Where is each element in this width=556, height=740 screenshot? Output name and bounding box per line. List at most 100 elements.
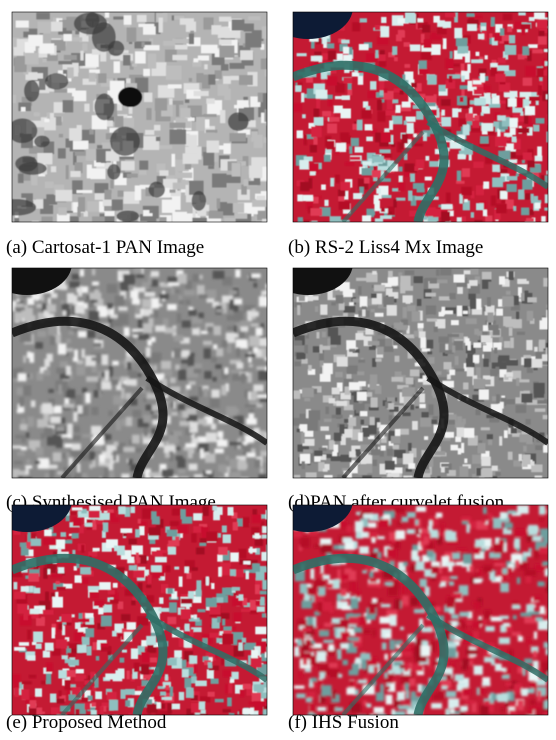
texture-block <box>21 689 29 700</box>
texture-block <box>172 55 187 60</box>
texture-block <box>339 201 351 209</box>
texture-block <box>154 125 160 131</box>
texture-block <box>36 13 50 20</box>
texture-block <box>403 387 415 394</box>
texture-block <box>352 22 360 31</box>
texture-block <box>129 539 137 545</box>
texture-block <box>131 600 135 605</box>
image-panel <box>0 231 277 488</box>
texture-block <box>368 522 376 527</box>
texture-block <box>138 519 141 524</box>
texture-block <box>375 359 381 362</box>
texture-block <box>460 706 468 712</box>
texture-block <box>137 557 141 563</box>
texture-block <box>181 609 191 619</box>
texture-block <box>82 637 90 645</box>
texture-block <box>410 369 420 376</box>
texture-block <box>251 323 259 327</box>
texture-block <box>440 582 446 587</box>
texture-block <box>400 90 404 94</box>
texture-block <box>474 666 483 675</box>
texture-block <box>419 69 429 75</box>
texture-block <box>476 185 484 195</box>
texture-block <box>110 599 119 603</box>
texture-block <box>506 291 511 295</box>
texture-block <box>133 268 142 274</box>
texture-block <box>341 182 351 191</box>
texture-block <box>82 43 87 51</box>
texture-block <box>177 313 181 323</box>
texture-block <box>206 98 215 103</box>
texture-block <box>461 76 465 82</box>
texture-block <box>233 306 238 312</box>
texture-block <box>223 709 231 712</box>
texture-block <box>145 386 150 390</box>
texture-block <box>58 61 72 64</box>
texture-block <box>414 609 425 613</box>
texture-block <box>331 302 336 306</box>
texture-block <box>94 390 99 397</box>
texture-block <box>236 339 248 348</box>
texture-block <box>323 640 333 643</box>
texture-block <box>230 552 238 561</box>
texture-block <box>461 443 464 453</box>
texture-block <box>236 347 240 357</box>
texture-block <box>411 691 416 700</box>
texture-block <box>30 586 34 592</box>
texture-block <box>87 165 92 179</box>
texture-block <box>506 372 513 377</box>
texture-block <box>208 74 215 84</box>
texture-block <box>47 113 50 119</box>
texture-block <box>198 294 207 299</box>
texture-block <box>225 684 228 694</box>
texture-block <box>46 304 56 312</box>
texture-block <box>476 203 484 210</box>
texture-block <box>300 182 309 191</box>
texture-block <box>182 321 191 328</box>
texture-block <box>525 193 532 199</box>
texture-block <box>208 692 215 697</box>
texture-block <box>404 64 410 68</box>
texture-block <box>300 537 310 547</box>
texture-block <box>56 435 62 443</box>
texture-block <box>400 276 410 286</box>
texture-block <box>35 73 43 78</box>
texture-block <box>416 528 420 535</box>
texture-block <box>394 323 403 329</box>
texture-block <box>258 370 270 381</box>
texture-block <box>294 361 301 366</box>
texture-block <box>433 694 444 700</box>
texture-block <box>385 633 391 639</box>
texture-block <box>404 120 407 125</box>
texture-block <box>379 149 390 153</box>
texture-block <box>546 609 553 616</box>
texture-block <box>467 24 477 31</box>
texture-block <box>336 83 345 93</box>
texture-block <box>161 361 171 369</box>
texture-block <box>470 299 477 309</box>
texture-block <box>377 111 385 122</box>
texture-block <box>85 393 90 403</box>
texture-block <box>185 443 196 447</box>
texture-block <box>441 576 449 582</box>
texture-block <box>159 18 163 33</box>
texture-block <box>236 478 239 488</box>
texture-block <box>405 12 415 23</box>
texture-block <box>372 156 383 162</box>
texture-block <box>130 371 138 379</box>
texture-block <box>184 567 189 574</box>
texture-block <box>297 429 300 433</box>
texture-block <box>454 28 462 39</box>
texture-block <box>429 520 433 529</box>
texture-block <box>255 459 261 467</box>
texture-block <box>492 165 500 172</box>
texture-block <box>361 659 366 669</box>
texture-block <box>256 328 263 336</box>
texture-block <box>320 426 329 430</box>
texture-block <box>508 452 513 460</box>
texture-block <box>67 67 74 78</box>
texture-block <box>255 627 266 635</box>
texture-block <box>186 688 194 698</box>
texture-block <box>294 685 304 688</box>
texture-block <box>328 327 338 336</box>
